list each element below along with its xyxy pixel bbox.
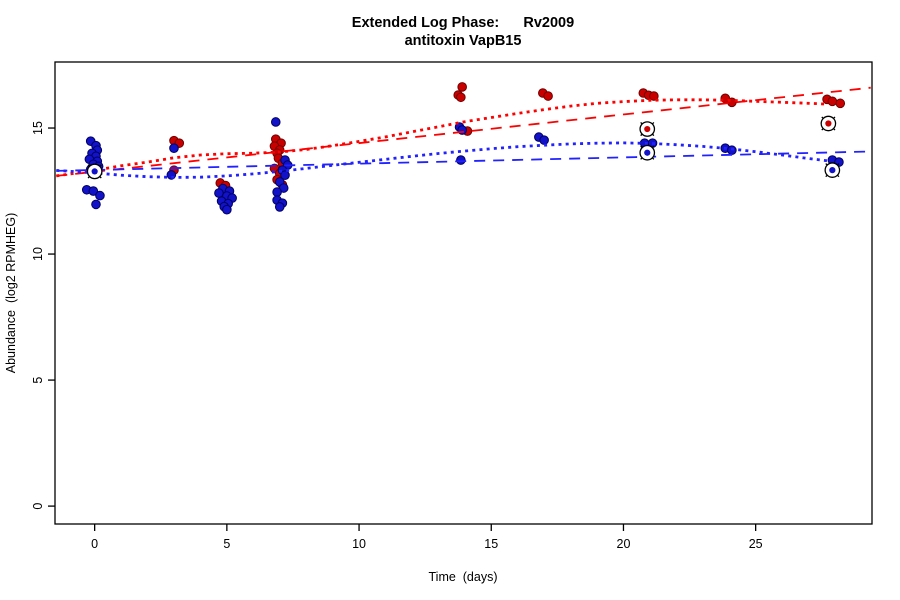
circle-cross-center-dot <box>829 167 836 174</box>
data-point-blue <box>214 188 224 198</box>
circle-cross-center-dot <box>91 168 98 175</box>
data-point-blue <box>95 190 105 201</box>
data-point-blue <box>272 187 282 197</box>
red-circled-points <box>639 121 656 137</box>
red-circled-points <box>820 115 837 132</box>
data-point-red <box>649 91 659 101</box>
data-point-red <box>456 92 466 103</box>
chart-subtitle: antitoxin VapB15 <box>405 33 522 49</box>
blue-circled-points <box>824 162 841 178</box>
data-point-red <box>457 82 467 92</box>
data-point-blue <box>274 202 285 212</box>
data-point-blue <box>88 186 99 196</box>
data-point-red <box>543 91 553 101</box>
data-point-blue <box>539 135 549 145</box>
blue-circled-points <box>86 163 103 180</box>
axis-ticks: 0 5 10 15 20 25 0 5 10 15 <box>31 121 763 551</box>
y-tick-label: 10 <box>31 247 45 261</box>
data-point-blue <box>169 143 179 153</box>
red-linear-fit <box>56 86 871 177</box>
red-loess-curve <box>56 98 828 178</box>
circle-cross-center-dot <box>825 120 832 127</box>
data-point-blue <box>222 204 232 215</box>
x-tick-label: 10 <box>352 537 366 551</box>
x-tick-label: 20 <box>617 537 631 551</box>
blue-loess-curve <box>56 141 828 179</box>
blue-linear-fit <box>56 150 871 172</box>
circle-cross-center-dot <box>644 125 651 133</box>
plot-marks <box>56 82 871 215</box>
y-tick-label: 15 <box>31 121 45 135</box>
circle-cross-center-dot <box>644 149 651 156</box>
x-tick-label: 25 <box>749 537 763 551</box>
data-point-blue <box>270 117 281 127</box>
chart-title: Extended Log Phase: Rv2009 <box>352 15 574 31</box>
data-point-blue <box>91 199 101 210</box>
plot-border <box>54 61 873 525</box>
data-point-blue <box>280 170 290 180</box>
x-tick-label: 0 <box>91 537 98 551</box>
x-axis-label: Time (days) <box>429 570 498 584</box>
y-axis-label: Abundance (log2 RPMHEG) <box>4 213 18 374</box>
data-point-red <box>835 98 846 109</box>
data-point-blue <box>456 155 466 165</box>
x-tick-label: 15 <box>484 537 498 551</box>
data-point-red <box>827 96 838 107</box>
red-points <box>169 82 846 191</box>
blue-circled-points <box>639 144 656 161</box>
y-tick-label: 0 <box>31 503 45 510</box>
x-tick-label: 5 <box>223 537 230 551</box>
y-tick-label: 5 <box>31 377 45 384</box>
